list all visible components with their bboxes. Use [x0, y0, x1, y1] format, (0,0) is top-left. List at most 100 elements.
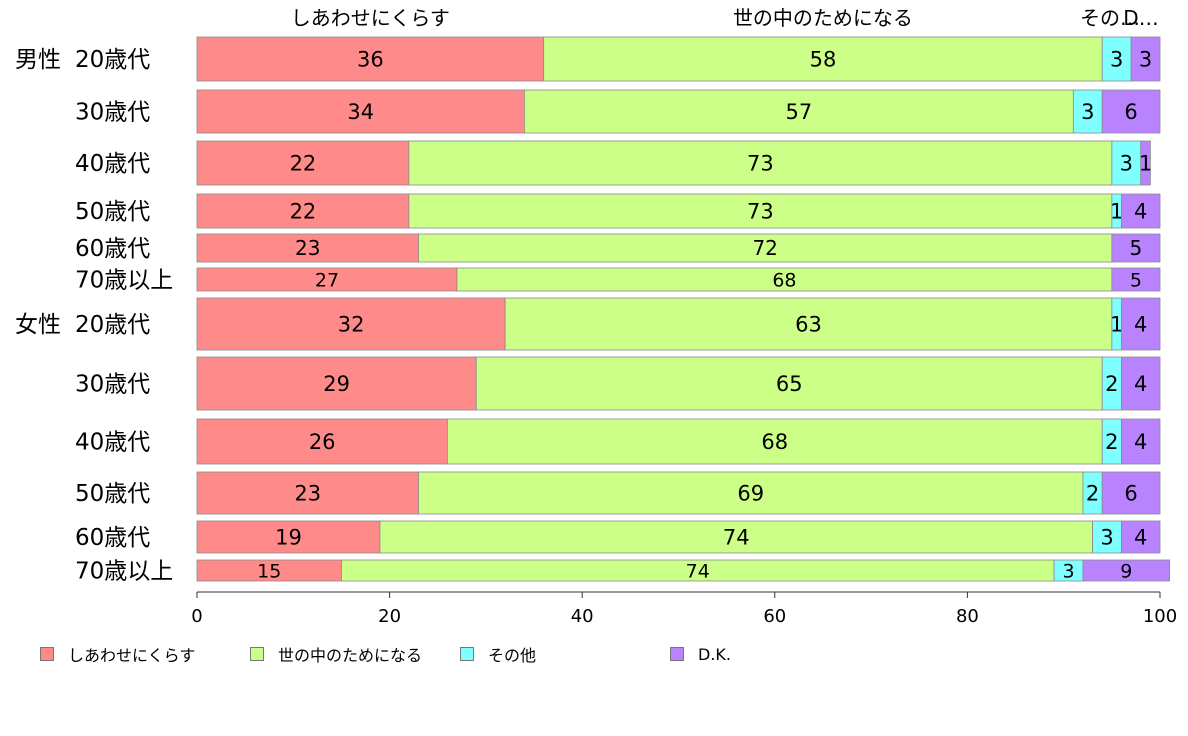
data-label: 63 — [795, 313, 822, 337]
bar-segment — [1121, 356, 1161, 411]
bar-segment — [1140, 140, 1151, 186]
data-label: 2 — [1086, 482, 1099, 506]
category-label: 70歳以上 — [75, 559, 173, 585]
bar-segment — [1121, 418, 1161, 465]
bar-segment — [1101, 471, 1161, 515]
bar-segment — [196, 233, 419, 263]
category-label: 20歳代 — [75, 47, 150, 73]
legend-item-other: その他 — [460, 644, 537, 665]
bar-segment — [196, 36, 545, 82]
data-label: 22 — [290, 200, 317, 224]
bar-segment — [1121, 297, 1161, 351]
top-series-label: 世の中のためになる — [733, 6, 913, 30]
x-tick-label: 20 — [378, 606, 401, 627]
data-label: 57 — [786, 100, 813, 124]
data-label: 3 — [1139, 48, 1152, 72]
legend-swatch — [670, 647, 684, 661]
top-series-label: しあわせにくらす — [291, 6, 450, 30]
data-label: 6 — [1124, 482, 1137, 506]
bar-segment — [196, 89, 525, 134]
bar-segment — [446, 418, 1103, 465]
data-label: 5 — [1130, 269, 1142, 291]
category-label: 40歳代 — [75, 430, 150, 456]
data-label: 3 — [1081, 100, 1094, 124]
data-label: 73 — [747, 152, 774, 176]
data-label: 74 — [686, 560, 710, 582]
bar-segment — [379, 520, 1093, 554]
data-label: 32 — [338, 313, 365, 337]
bar-segment — [1111, 140, 1142, 186]
bar-segment — [504, 297, 1113, 351]
legend-swatch — [460, 647, 474, 661]
data-label: 3 — [1120, 152, 1133, 176]
data-label: 29 — [323, 372, 350, 396]
data-label: 9 — [1120, 560, 1132, 582]
data-label: 2 — [1105, 372, 1118, 396]
data-label: 72 — [752, 236, 777, 260]
bar-segment — [1121, 193, 1161, 229]
data-label: 1 — [1110, 200, 1123, 224]
bar-segment — [196, 140, 410, 186]
category-label: 70歳以上 — [75, 268, 173, 294]
data-label: 73 — [747, 200, 774, 224]
data-label: 68 — [772, 269, 796, 291]
bar-segment — [196, 193, 410, 229]
category-label: 30歳代 — [75, 372, 150, 398]
legend-item-dk: D.K. — [670, 644, 731, 664]
bar-segment — [1111, 233, 1161, 263]
data-label: 27 — [315, 269, 339, 291]
bar-segment — [543, 36, 1103, 82]
legend-label: その他 — [488, 646, 537, 665]
bar-segment — [196, 471, 419, 515]
bar-segment — [196, 297, 506, 351]
data-label: 3 — [1062, 560, 1074, 582]
legend-label: しあわせにくらす — [68, 646, 196, 665]
data-label: 26 — [309, 430, 336, 454]
bar-segment — [524, 89, 1074, 134]
bar-segment — [408, 140, 1113, 186]
legend-swatch — [250, 647, 264, 661]
data-label: 3 — [1110, 48, 1123, 72]
category-label: 60歳代 — [75, 525, 150, 551]
bar-segment — [1101, 36, 1132, 82]
data-label: 1 — [1110, 313, 1123, 337]
data-label: 1 — [1139, 152, 1152, 176]
bar-segment — [1101, 89, 1161, 134]
category-label: 40歳代 — [75, 151, 150, 177]
data-label: 15 — [257, 560, 281, 582]
bar-segment — [196, 418, 448, 465]
bar-segment — [1092, 520, 1122, 554]
bar-segment — [1121, 520, 1161, 554]
bar-segment — [418, 233, 1113, 263]
data-label: 4 — [1134, 526, 1147, 550]
category-label: 60歳代 — [75, 236, 150, 262]
data-label: 4 — [1134, 200, 1147, 224]
data-label: 68 — [761, 430, 788, 454]
data-label: 3 — [1100, 526, 1113, 550]
data-label: 22 — [290, 152, 317, 176]
data-label: 23 — [294, 482, 321, 506]
legend-item-society: 世の中のためになる — [250, 644, 422, 665]
data-label: 4 — [1134, 313, 1147, 337]
data-label: 65 — [776, 372, 803, 396]
x-tick-label: 40 — [571, 606, 594, 627]
legend-label: D.K. — [698, 644, 731, 664]
x-tick-label: 0 — [191, 606, 202, 627]
data-label: 5 — [1130, 236, 1143, 260]
data-label: 4 — [1134, 372, 1147, 396]
data-label: 2 — [1105, 430, 1118, 454]
category-label: 50歳代 — [75, 481, 150, 507]
top-series-label: その… — [1080, 6, 1140, 30]
data-label: 74 — [723, 526, 750, 550]
bar-segment — [196, 356, 477, 411]
top-series-label: D… — [1123, 6, 1158, 30]
group-label: 女性 — [15, 312, 61, 338]
category-label: 50歳代 — [75, 199, 150, 225]
bar-segment — [418, 471, 1084, 515]
category-label: 20歳代 — [75, 312, 150, 338]
bar-segment — [1082, 559, 1171, 582]
data-label: 4 — [1134, 430, 1147, 454]
bar-segment — [1111, 267, 1161, 292]
category-label: 30歳代 — [75, 100, 150, 126]
